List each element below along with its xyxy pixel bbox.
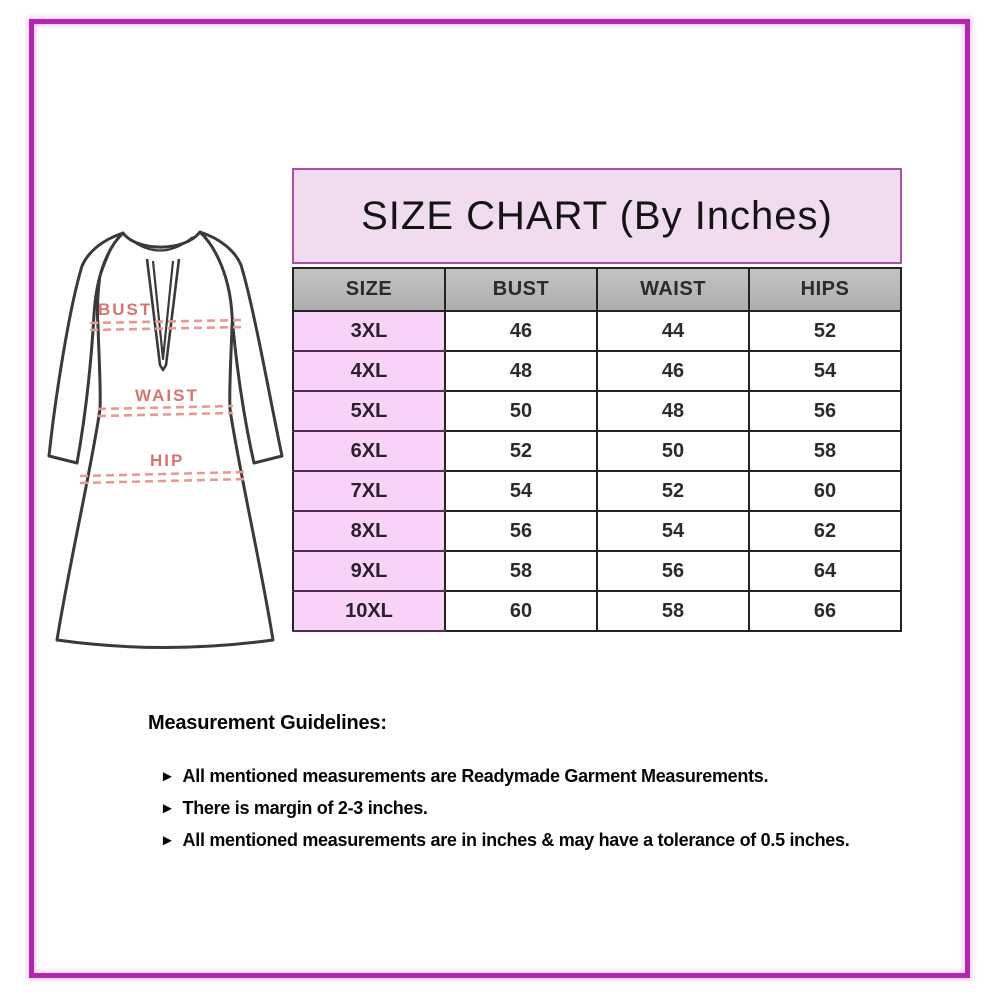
guideline-text: All mentioned measurements are in inches… (182, 830, 850, 850)
table-row: 7XL 54 52 60 (292, 470, 902, 512)
value-cell: 46 (596, 350, 750, 392)
size-cell: 10XL (292, 590, 446, 632)
hip-label: HIP (150, 451, 184, 470)
value-cell: 58 (596, 590, 750, 632)
column-header: HIPS (748, 267, 902, 312)
arrow-bullet-icon: ► (160, 832, 175, 849)
arrow-bullet-icon: ► (160, 768, 175, 785)
size-cell: 7XL (292, 470, 446, 512)
arrow-bullet-icon: ► (160, 800, 175, 817)
hip-dash-line (79, 470, 248, 478)
size-cell: 5XL (292, 390, 446, 432)
guideline-item: ► All mentioned measurements are Readymad… (160, 761, 908, 793)
guideline-text: There is margin of 2-3 inches. (182, 798, 428, 818)
guidelines-list: ► All mentioned measurements are Readymad… (160, 761, 908, 857)
value-cell: 60 (748, 470, 902, 512)
guideline-item: ► All mentioned measurements are in inche… (160, 825, 908, 857)
table-row: 9XL 58 56 64 (292, 550, 902, 592)
waist-dash-line (97, 404, 234, 411)
measurement-guidelines-section: Measurement Guidelines: ► All mentioned m… (148, 712, 908, 857)
value-cell: 44 (596, 310, 750, 352)
table-row: 4XL 48 46 54 (292, 350, 902, 392)
hip-dash-line (79, 477, 248, 485)
value-cell: 60 (444, 590, 598, 632)
value-cell: 56 (748, 390, 902, 432)
guideline-text: All mentioned measurements are Readymade… (182, 766, 769, 786)
value-cell: 64 (748, 550, 902, 592)
table-head: SIZE BUST WAIST HIPS (292, 267, 902, 312)
size-cell: 9XL (292, 550, 446, 592)
table-row: 6XL 52 50 58 (292, 430, 902, 472)
value-cell: 54 (596, 510, 750, 552)
value-cell: 56 (444, 510, 598, 552)
size-cell: 3XL (292, 310, 446, 352)
size-chart-table: SIZE BUST WAIST HIPS 3XL 46 44 52 4XL 48 46 54 5XL 5… (292, 267, 902, 632)
table-row: 5XL 50 48 56 (292, 390, 902, 432)
waist-dash-line (97, 411, 234, 418)
waist-label: WAIST (135, 386, 199, 405)
value-cell: 50 (444, 390, 598, 432)
size-cell: 4XL (292, 350, 446, 392)
column-header: WAIST (596, 267, 750, 312)
value-cell: 48 (444, 350, 598, 392)
garment-measurement-diagram: BUST WAIST HIP (47, 230, 284, 649)
table-row: 3XL 46 44 52 (292, 310, 902, 352)
table-row: 10XL 60 58 66 (292, 590, 902, 632)
table-body: 3XL 46 44 52 4XL 48 46 54 5XL 50 48 56 6XL 52 50 58 7XL 5… (292, 310, 902, 632)
guideline-item: ► There is margin of 2-3 inches. (160, 793, 908, 825)
value-cell: 48 (596, 390, 750, 432)
tunic-outline (47, 230, 284, 649)
value-cell: 52 (596, 470, 750, 512)
value-cell: 54 (748, 350, 902, 392)
value-cell: 58 (444, 550, 598, 592)
value-cell: 50 (596, 430, 750, 472)
column-header: BUST (444, 267, 598, 312)
size-cell: 8XL (292, 510, 446, 552)
value-cell: 52 (748, 310, 902, 352)
table-row: 8XL 56 54 62 (292, 510, 902, 552)
bust-label: BUST (98, 300, 152, 319)
guidelines-heading: Measurement Guidelines: (148, 712, 387, 734)
size-chart-title: SIZE CHART (By Inches) (361, 193, 833, 238)
table-header-row: SIZE BUST WAIST HIPS (292, 267, 902, 312)
value-cell: 66 (748, 590, 902, 632)
value-cell: 46 (444, 310, 598, 352)
value-cell: 56 (596, 550, 750, 592)
column-header: SIZE (292, 267, 446, 312)
measurement-guides (79, 318, 248, 485)
size-chart-title-box: SIZE CHART (By Inches) (292, 168, 902, 264)
size-cell: 6XL (292, 430, 446, 472)
value-cell: 52 (444, 430, 598, 472)
value-cell: 62 (748, 510, 902, 552)
value-cell: 54 (444, 470, 598, 512)
value-cell: 58 (748, 430, 902, 472)
